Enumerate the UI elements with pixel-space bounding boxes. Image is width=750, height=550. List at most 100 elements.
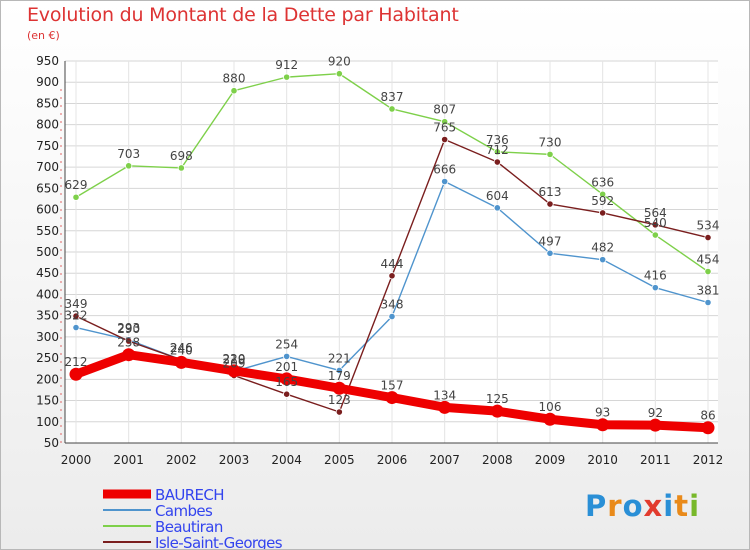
x-tick-label: 2011 <box>640 453 671 467</box>
data-point <box>651 231 659 239</box>
x-tick-label: 2003 <box>219 453 250 467</box>
legend-label: Cambes <box>155 502 213 520</box>
data-point <box>490 404 504 418</box>
y-tick-label: 50 <box>44 436 59 450</box>
data-point <box>438 400 452 414</box>
data-point <box>704 267 712 276</box>
data-point <box>283 352 291 361</box>
series-beautiran <box>72 70 712 276</box>
data-label: 880 <box>223 72 246 86</box>
data-label: 540 <box>644 216 667 230</box>
data-label: 497 <box>539 234 562 248</box>
data-label: 636 <box>591 175 614 189</box>
legend-label: Beautiran <box>155 518 223 536</box>
y-tick-label: 500 <box>36 245 59 259</box>
data-label: 92 <box>648 406 663 420</box>
chart-title: Evolution du Montant de la Dette par Hab… <box>27 4 459 26</box>
data-point <box>332 381 346 395</box>
data-label: 201 <box>275 360 298 374</box>
logo-letter: r <box>607 489 623 523</box>
data-label: 348 <box>381 298 404 312</box>
data-point <box>441 135 449 144</box>
data-label: 807 <box>433 103 456 117</box>
data-label: 157 <box>381 379 404 393</box>
data-point <box>599 256 607 264</box>
data-label: 349 <box>65 297 88 311</box>
data-label: 134 <box>433 388 456 402</box>
data-label: 703 <box>117 147 140 161</box>
data-point <box>441 118 449 126</box>
data-label: 254 <box>275 337 298 351</box>
data-label: 912 <box>275 58 298 72</box>
data-label: 293 <box>117 321 140 335</box>
logo-letter: t <box>674 489 690 523</box>
y-tick-label: 450 <box>36 266 59 280</box>
y-tick-label: 350 <box>36 309 59 323</box>
x-tick-label: 2009 <box>535 453 566 467</box>
data-label: 765 <box>433 121 456 135</box>
data-point <box>72 312 80 320</box>
data-label: 86 <box>700 409 715 423</box>
data-point <box>335 70 343 78</box>
data-point <box>543 412 557 426</box>
logo-letter: i <box>689 489 701 523</box>
data-label: 736 <box>486 133 509 147</box>
data-label: 730 <box>539 135 562 149</box>
data-label: 219 <box>223 352 246 366</box>
data-point <box>388 312 396 321</box>
data-point <box>546 150 554 158</box>
data-label: 629 <box>65 178 88 192</box>
data-label: 712 <box>486 143 509 157</box>
data-point <box>648 418 662 432</box>
data-point <box>72 323 80 332</box>
data-label: 381 <box>697 284 720 298</box>
series-baurech <box>69 348 715 435</box>
data-point <box>546 249 554 257</box>
data-point <box>704 233 712 242</box>
data-point <box>651 284 659 292</box>
y-tick-label: 300 <box>36 330 59 344</box>
data-label: 246 <box>170 341 193 355</box>
data-point <box>122 348 136 362</box>
data-point <box>125 337 133 345</box>
logo-letter: o <box>622 489 644 523</box>
data-label: 322 <box>65 309 88 323</box>
data-label: 209 <box>223 357 246 371</box>
data-point <box>385 391 399 405</box>
data-label: 564 <box>644 206 667 220</box>
legend-label: BAURECH <box>155 486 224 504</box>
data-point <box>335 408 343 416</box>
data-label: 93 <box>595 406 610 420</box>
data-point <box>388 272 396 280</box>
data-label: 482 <box>591 241 614 255</box>
data-label: 212 <box>65 355 88 369</box>
y-tick-label: 150 <box>36 394 59 408</box>
y-tick-label: 900 <box>36 75 59 89</box>
x-tick-label: 2010 <box>587 453 618 467</box>
y-tick-label: 750 <box>36 139 59 153</box>
data-point <box>283 73 291 81</box>
data-label: 165 <box>275 375 298 389</box>
data-point <box>283 390 291 398</box>
data-point <box>174 355 188 369</box>
logo-letter: P <box>585 489 608 523</box>
y-tick-label: 100 <box>36 415 59 429</box>
proxiti-logo[interactable]: Proxiti <box>585 489 700 523</box>
logo-letter: i <box>663 489 675 523</box>
legend-label: Isle-Saint-Georges <box>155 534 283 549</box>
x-tick-label: 2002 <box>166 453 197 467</box>
data-label: 106 <box>539 400 562 414</box>
data-label: 534 <box>697 219 720 233</box>
data-point <box>280 372 294 386</box>
data-point <box>177 164 185 172</box>
data-label: 220 <box>223 352 246 366</box>
data-label: 240 <box>170 343 193 357</box>
y-tick-label: 800 <box>36 118 59 132</box>
x-tick-label: 2007 <box>429 453 460 467</box>
y-tick-label: 700 <box>36 160 59 174</box>
data-label: 416 <box>644 269 667 283</box>
data-point <box>493 158 501 166</box>
data-point <box>596 418 610 432</box>
